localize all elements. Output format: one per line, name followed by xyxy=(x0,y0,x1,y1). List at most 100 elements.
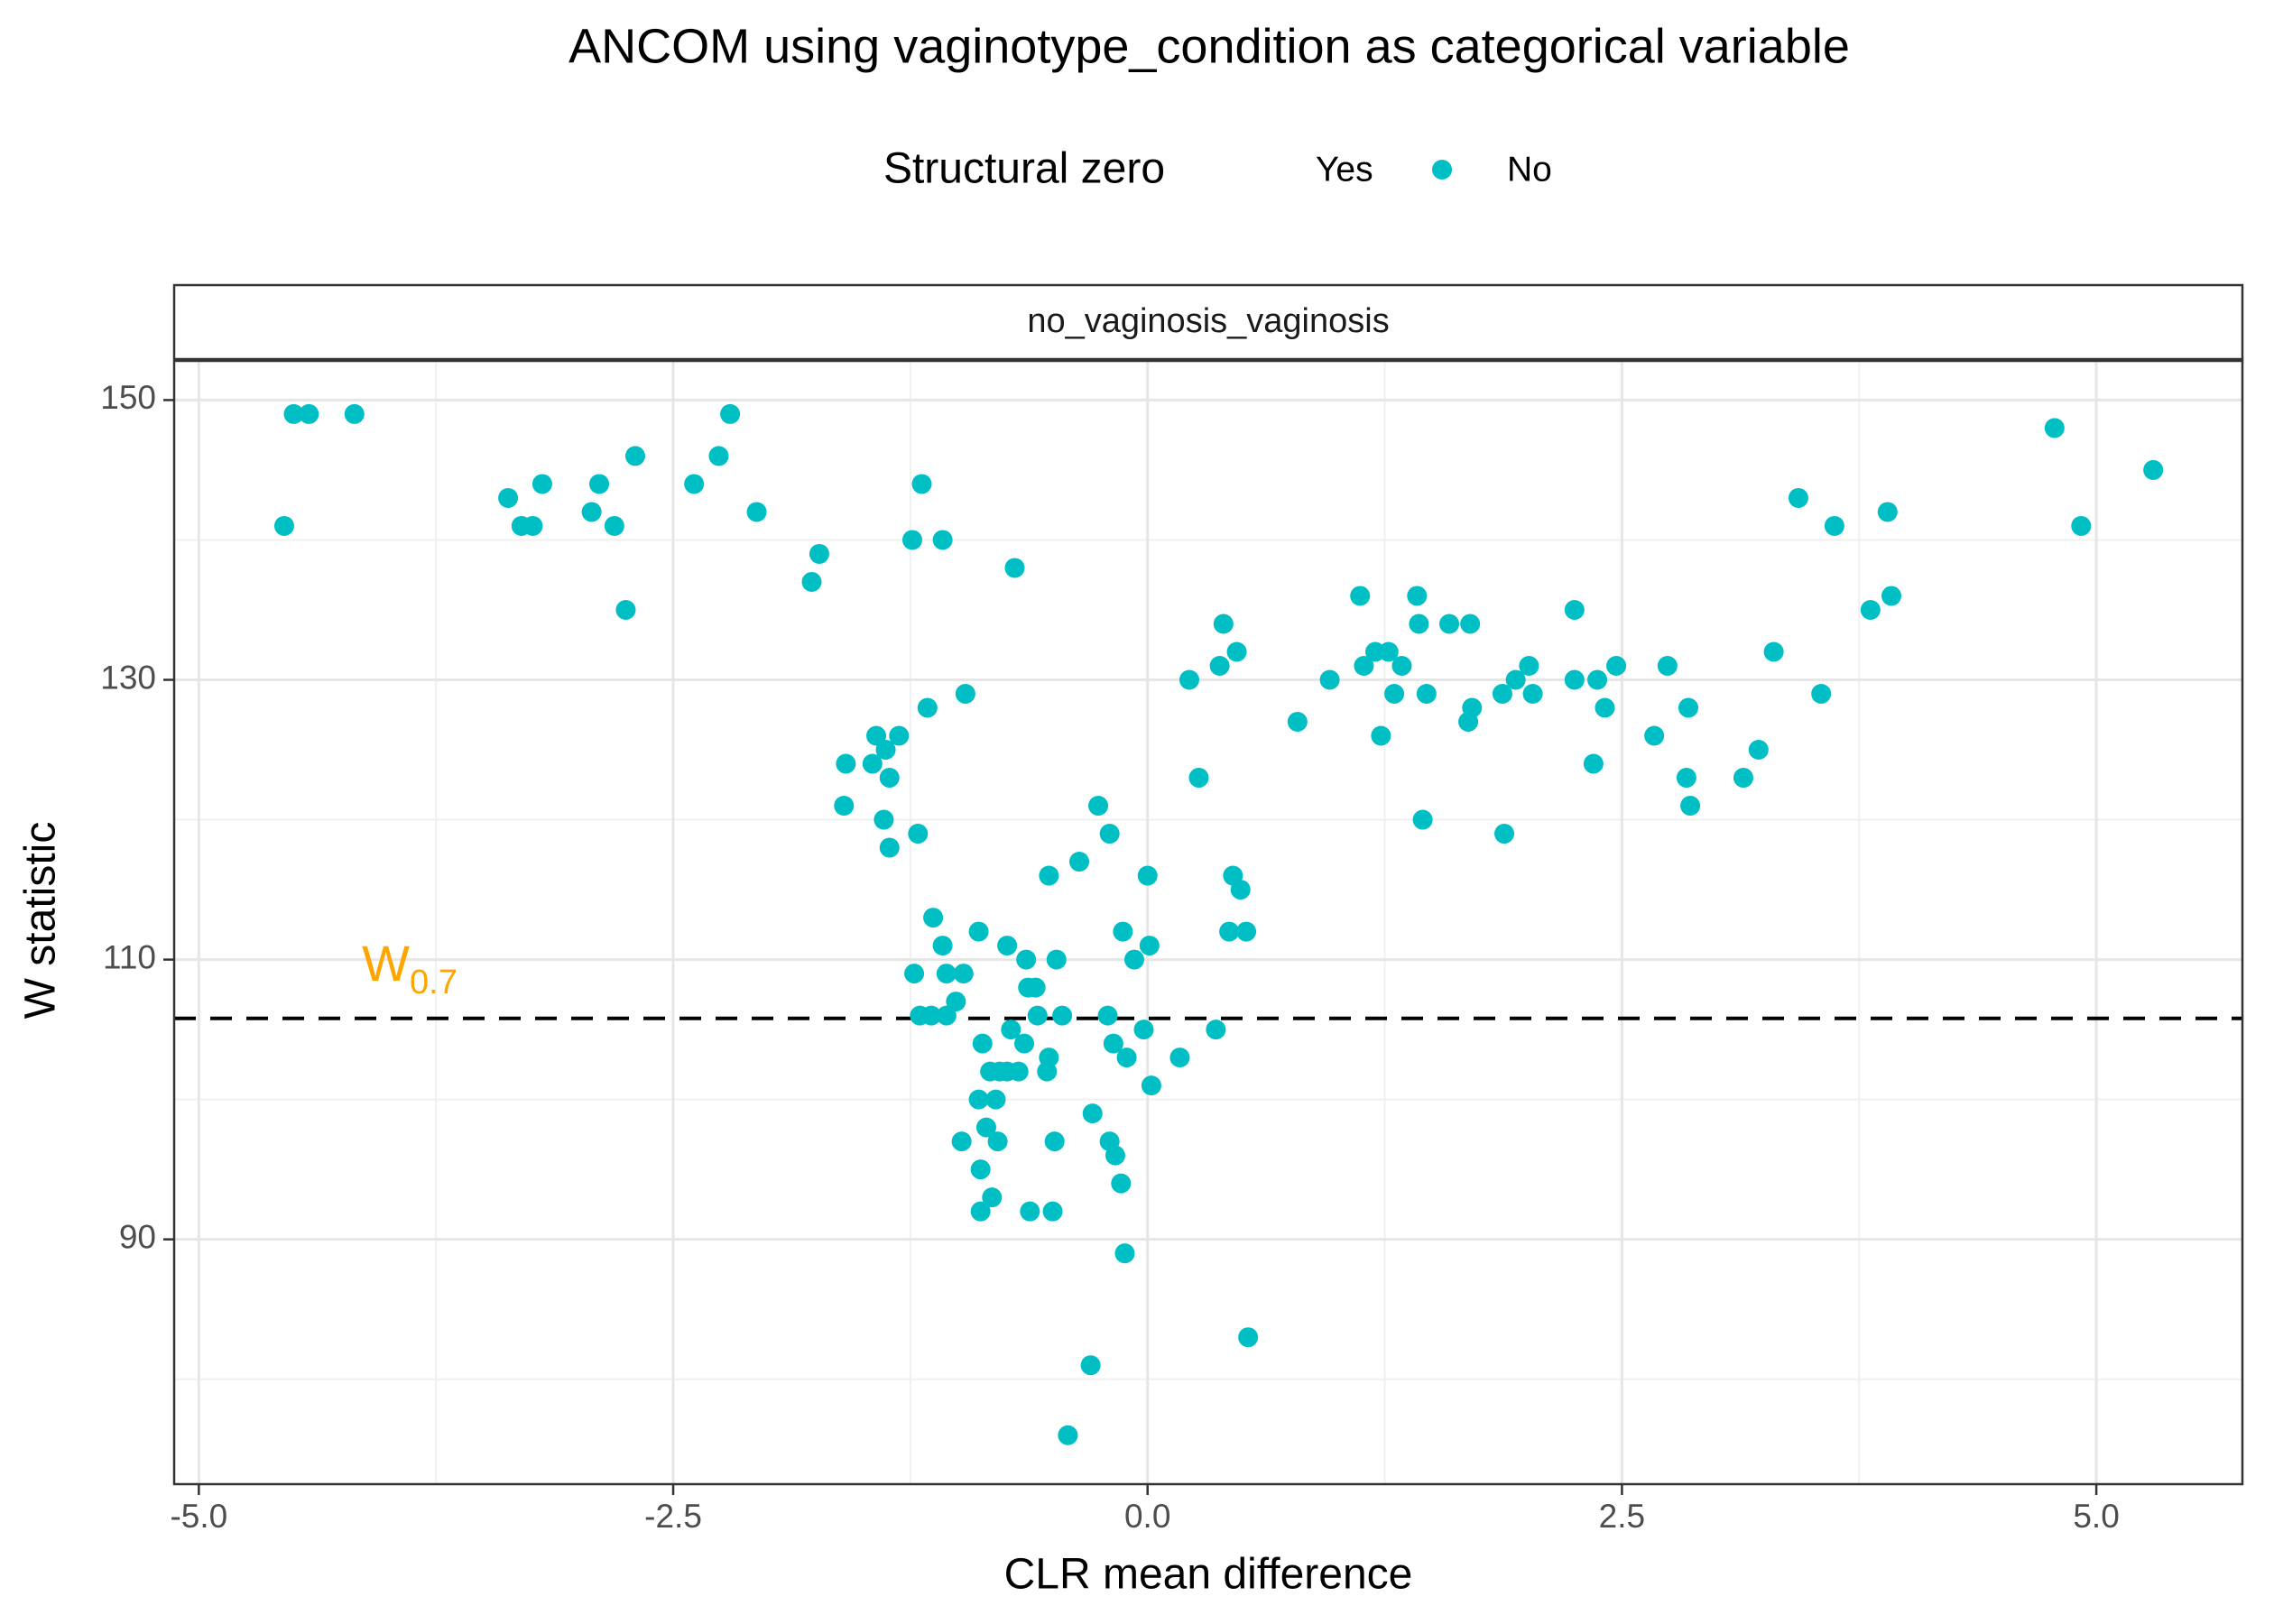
data-point xyxy=(917,697,938,718)
data-point xyxy=(522,515,543,536)
data-point xyxy=(1219,921,1240,942)
data-point xyxy=(1044,1131,1065,1152)
data-point xyxy=(1001,1020,1021,1040)
data-point xyxy=(801,571,822,592)
data-point xyxy=(2071,515,2092,536)
data-point xyxy=(581,502,602,522)
data-point xyxy=(1824,515,1844,536)
y-tick-label: 90 xyxy=(119,1218,156,1255)
data-point xyxy=(1811,684,1832,705)
data-point xyxy=(1391,655,1412,676)
data-point xyxy=(283,403,304,424)
data-point xyxy=(1494,824,1515,844)
data-point xyxy=(1039,1047,1059,1068)
data-point xyxy=(1027,1005,1048,1026)
data-point xyxy=(1354,655,1374,676)
data-point xyxy=(1877,502,1898,522)
data-point xyxy=(932,936,953,956)
data-point xyxy=(589,474,610,494)
data-point xyxy=(1025,977,1046,998)
data-point xyxy=(1748,740,1769,761)
y-axis-label: W statistic xyxy=(17,822,65,1020)
data-point xyxy=(1139,936,1160,956)
data-point xyxy=(2044,418,2065,438)
data-point xyxy=(1462,697,1483,718)
data-point xyxy=(1116,1047,1137,1068)
data-point xyxy=(1206,1020,1226,1040)
data-point xyxy=(1099,824,1120,844)
legend-entry-yes-label: Yes xyxy=(1316,150,1373,189)
data-point xyxy=(936,1005,957,1026)
data-point xyxy=(1236,921,1257,942)
data-point xyxy=(1460,614,1481,634)
data-point xyxy=(932,530,953,550)
data-point xyxy=(1141,1075,1161,1096)
data-point xyxy=(875,740,896,761)
data-point xyxy=(708,446,729,466)
data-point xyxy=(1409,614,1429,634)
threshold-label-main: W xyxy=(362,935,410,992)
data-point xyxy=(615,599,636,620)
data-point xyxy=(1680,796,1701,817)
data-points xyxy=(273,403,2164,1445)
data-point xyxy=(951,1131,972,1152)
data-point xyxy=(1788,487,1808,508)
data-point xyxy=(1644,725,1665,746)
data-point xyxy=(1676,768,1696,789)
x-tick-label: 2.5 xyxy=(1599,1498,1645,1535)
data-point xyxy=(1371,725,1391,746)
data-point xyxy=(1733,768,1753,789)
data-point xyxy=(901,530,922,550)
data-point xyxy=(946,992,966,1012)
data-point xyxy=(1020,1201,1040,1222)
x-axis-label: CLR mean difference xyxy=(1004,1551,1413,1599)
data-point xyxy=(879,837,900,858)
data-point xyxy=(968,921,989,942)
data-point xyxy=(1082,1103,1103,1124)
data-point xyxy=(911,474,932,494)
data-point xyxy=(1213,614,1234,634)
data-point xyxy=(1407,586,1428,606)
data-point xyxy=(1384,684,1405,705)
data-point xyxy=(624,446,645,466)
data-point xyxy=(1069,852,1090,872)
legend-entry-no-label: No xyxy=(1507,150,1552,189)
legend-entry-no-marker xyxy=(1432,160,1452,180)
data-point xyxy=(1587,669,1608,690)
data-point xyxy=(1113,921,1133,942)
data-point xyxy=(970,1201,991,1222)
data-point xyxy=(746,502,767,522)
data-point xyxy=(1860,599,1881,620)
data-point xyxy=(936,964,957,984)
data-point xyxy=(498,487,519,508)
facet-strip-box xyxy=(172,283,2244,361)
data-point xyxy=(1008,1061,1029,1082)
threshold-label-sub: 0.7 xyxy=(410,964,458,1001)
data-point xyxy=(1058,1425,1078,1445)
data-point xyxy=(997,936,1018,956)
data-point xyxy=(1133,1020,1154,1040)
data-point xyxy=(1046,949,1067,970)
plot-panel-border xyxy=(172,359,2244,1486)
data-point xyxy=(1080,1355,1101,1376)
data-point xyxy=(1238,1327,1259,1348)
x-axis: -5.0 -2.5 0.0 2.5 5.0 xyxy=(170,1484,2120,1535)
data-point xyxy=(1088,796,1109,817)
data-point xyxy=(874,809,894,830)
data-point xyxy=(955,684,975,705)
data-point xyxy=(1412,809,1433,830)
data-point xyxy=(809,543,829,564)
data-point xyxy=(344,403,365,424)
data-point xyxy=(1564,599,1585,620)
plot-panel xyxy=(174,361,2242,1484)
threshold-label: W0.7 xyxy=(362,935,458,1001)
data-point xyxy=(2143,459,2164,480)
data-point xyxy=(1016,949,1037,970)
data-point xyxy=(879,768,900,789)
grid-major xyxy=(174,361,2242,1484)
data-point xyxy=(923,908,944,928)
data-point xyxy=(968,1089,989,1110)
data-point xyxy=(1522,684,1543,705)
data-point xyxy=(982,1187,1003,1208)
data-point xyxy=(908,824,929,844)
